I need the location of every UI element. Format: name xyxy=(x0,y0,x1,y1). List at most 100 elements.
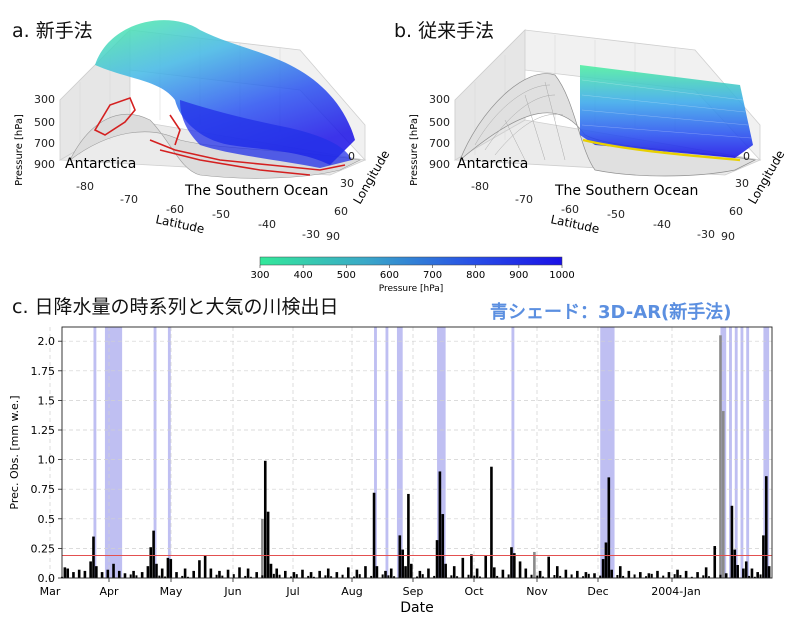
precipitation-bar xyxy=(244,575,247,578)
precipitation-bar xyxy=(358,574,361,578)
precipitation-bar xyxy=(524,568,528,578)
y-tick-label: 0.75 xyxy=(31,483,56,496)
panel-b-3d-plot: Antarctica The Southern Ocean Pressure [… xyxy=(409,29,787,243)
precipitation-bar xyxy=(183,568,187,578)
precipitation-bar-chart: 0.00.250.50.751.01.251.51.752.0 Mar Apr Ma… xyxy=(8,326,773,616)
precipitation-bar xyxy=(510,547,513,578)
panel-b-latitude-tick: -50 xyxy=(607,208,625,221)
x-tick-label: Aug xyxy=(341,585,362,598)
precipitation-bar xyxy=(452,566,456,578)
precipitation-bar xyxy=(433,575,436,578)
precipitation-bar xyxy=(100,572,104,578)
x-axis-label: Date xyxy=(400,600,433,616)
ar-shade-band xyxy=(167,327,171,578)
precipitation-bar xyxy=(117,570,121,578)
precipitation-bar xyxy=(622,575,625,578)
precipitation-bar xyxy=(89,561,92,578)
precipitation-bar xyxy=(232,574,235,578)
precipitation-bar xyxy=(667,572,671,578)
precipitation-bar xyxy=(106,574,109,578)
panel-a-latitude-tick: -70 xyxy=(120,193,138,206)
panel-a-pressure-tick: 900 xyxy=(34,158,55,171)
precipitation-bar xyxy=(398,573,401,578)
y-tick-label: 0.25 xyxy=(31,542,56,555)
precipitation-bar xyxy=(461,573,464,578)
panel-b-latitude-tick: -30 xyxy=(697,228,715,241)
precipitation-bar xyxy=(249,576,252,578)
precipitation-bar xyxy=(261,575,264,578)
x-tick-label: Dec xyxy=(587,585,608,598)
precipitation-bar xyxy=(576,570,579,578)
panel-b-side-pane xyxy=(454,29,526,161)
precipitation-bar xyxy=(559,575,562,578)
precipitation-bar xyxy=(78,576,81,578)
precipitation-bar xyxy=(467,574,470,578)
precipitation-bar xyxy=(347,575,350,578)
precipitation-bar xyxy=(484,555,488,578)
precipitation-bar xyxy=(324,575,327,578)
colorbar-tick-label: 600 xyxy=(380,270,399,281)
precipitation-bar xyxy=(759,574,762,578)
precipitation-bar xyxy=(690,576,693,578)
precipitation-bar xyxy=(582,576,585,578)
panel-b-pressure-tick: 700 xyxy=(429,137,450,150)
precipitation-bar xyxy=(290,576,293,578)
precipitation-bar xyxy=(656,574,659,578)
precipitation-bar xyxy=(599,575,602,578)
precipitation-bar xyxy=(744,561,748,578)
precipitation-bar xyxy=(404,566,407,578)
colorbar-tick-label: 400 xyxy=(294,270,313,281)
precipitation-bar xyxy=(765,575,768,578)
colorbar-tick-label: 1000 xyxy=(549,270,574,281)
precipitation-bar xyxy=(95,566,98,578)
precipitation-bar xyxy=(645,576,648,578)
ar-shade-band xyxy=(729,327,732,578)
precipitation-bar xyxy=(77,569,81,578)
precipitation-bar xyxy=(312,576,315,578)
ar-shade-band xyxy=(374,327,377,578)
precipitation-bar xyxy=(708,576,711,578)
precipitation-bar xyxy=(576,575,579,578)
precipitation-bar xyxy=(89,574,92,578)
panel-b-longitude-tick: 0 xyxy=(743,150,750,163)
precipitation-bar xyxy=(132,570,135,578)
colorbar-tick-label: 700 xyxy=(423,270,442,281)
precipitation-bar xyxy=(301,575,304,578)
precipitation-bar xyxy=(389,568,393,578)
precipitation-bar xyxy=(318,574,321,578)
precipitation-bar xyxy=(473,575,476,578)
panel-a-title: a. 新手法 xyxy=(12,20,93,42)
precipitation-bar xyxy=(762,535,765,578)
precipitation-bar xyxy=(435,540,439,578)
x-tick-label: Apr xyxy=(99,585,119,598)
precipitation-bar xyxy=(533,551,536,578)
pressure-colorbar: 300 400 500 600 700 800 900 1000 Pressure [hPa] xyxy=(250,256,575,294)
precipitation-bar xyxy=(704,567,708,578)
precipitation-bar xyxy=(685,575,688,578)
precipitation-bar xyxy=(387,575,390,578)
precipitation-bar xyxy=(427,568,430,578)
x-tick-label: May xyxy=(160,585,183,598)
precipitation-bar xyxy=(538,570,542,578)
precipitation-bar xyxy=(307,575,310,578)
panel-a-pressure-axis-label: Pressure [hPa] xyxy=(14,114,25,186)
ar-shade-band xyxy=(396,327,403,578)
precipitation-bar xyxy=(610,569,613,578)
precipitation-bar xyxy=(547,574,550,578)
precipitation-bar xyxy=(209,573,212,578)
precipitation-bar xyxy=(83,573,86,578)
x-tick-label: Mar xyxy=(40,585,61,598)
precipitation-bar xyxy=(750,568,754,578)
precipitation-bar xyxy=(169,559,173,578)
precipitation-bar xyxy=(353,576,356,578)
y-tick-label: 0.5 xyxy=(38,513,56,526)
precipitation-bar xyxy=(444,574,447,578)
precipitation-bar xyxy=(106,569,110,578)
precipitation-bar xyxy=(384,570,387,578)
precipitation-bar xyxy=(496,575,499,578)
precipitation-bar xyxy=(524,573,527,578)
precipitation-bar xyxy=(346,567,350,578)
ar-shade-band xyxy=(746,327,750,578)
ar-shade-band xyxy=(104,327,123,578)
precipitation-bar xyxy=(164,576,167,578)
